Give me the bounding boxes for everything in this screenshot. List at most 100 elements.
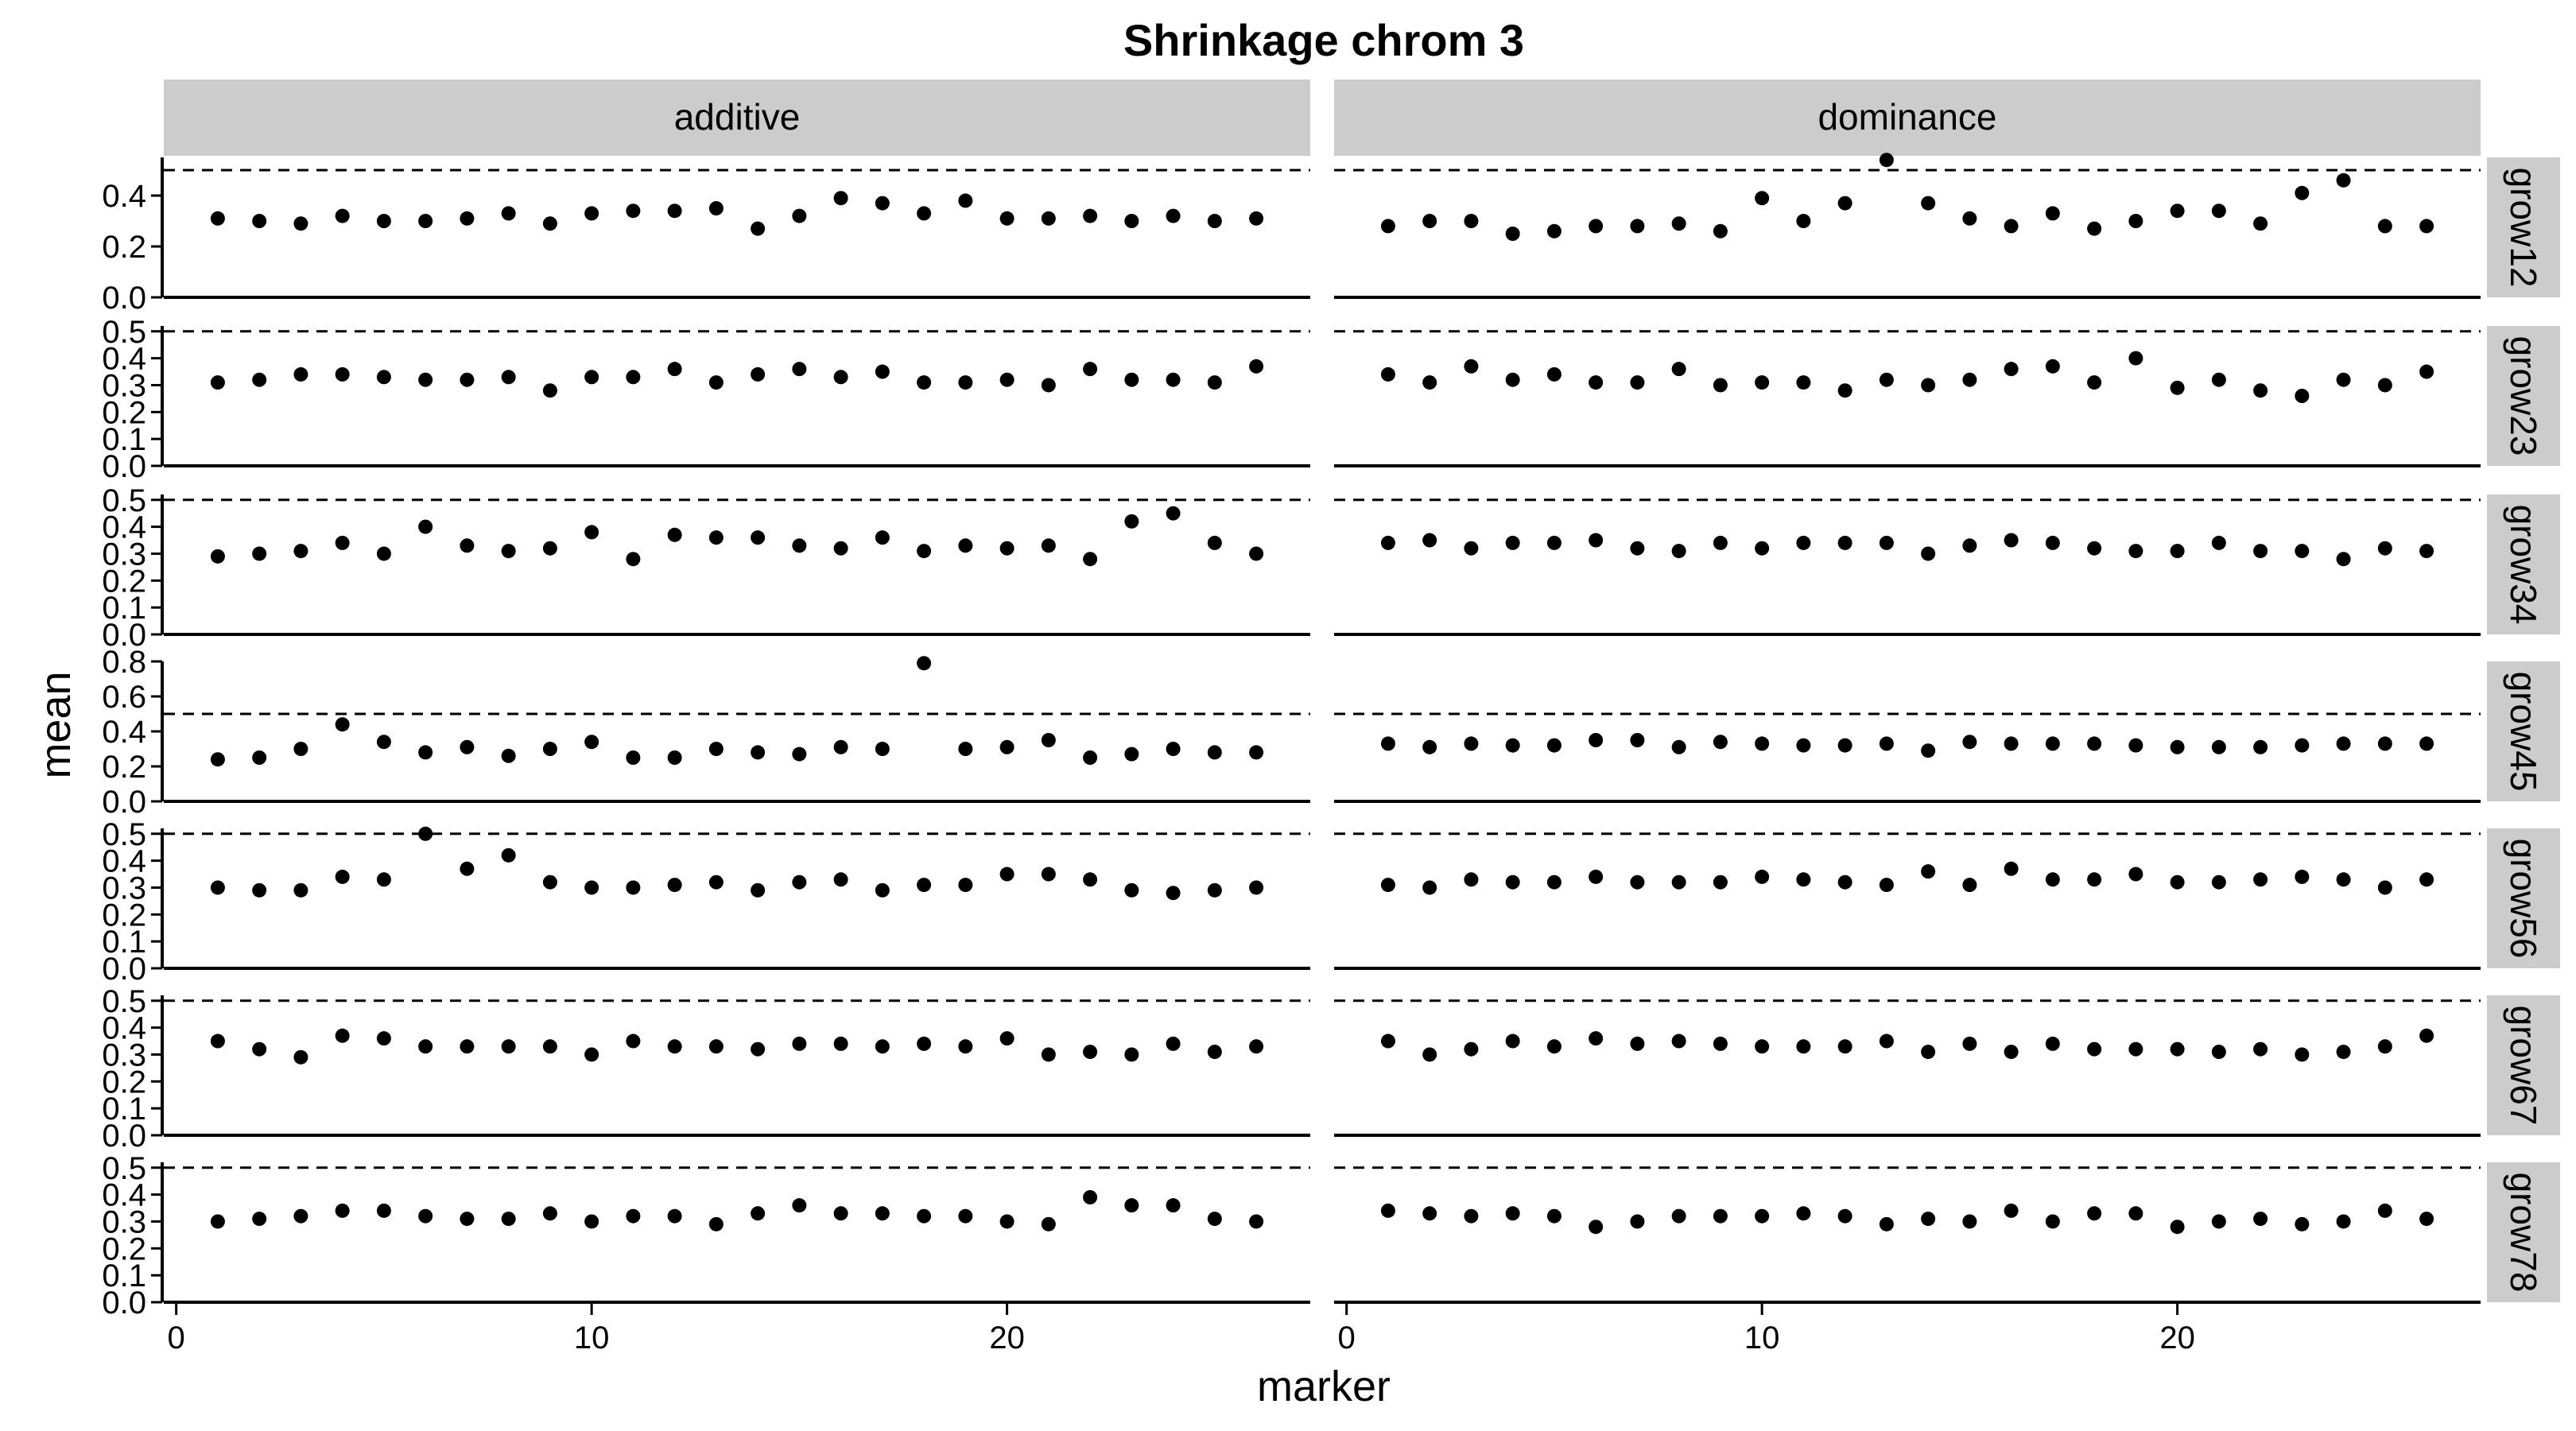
- data-point: [917, 206, 932, 221]
- data-point: [1837, 196, 1852, 211]
- data-point: [875, 1039, 890, 1054]
- data-point: [2045, 736, 2060, 751]
- data-point: [833, 1036, 848, 1051]
- data-point: [1921, 743, 1936, 758]
- data-point: [2211, 204, 2226, 219]
- data-point: [1083, 208, 1098, 223]
- data-point: [335, 869, 350, 884]
- data-point: [2419, 872, 2434, 887]
- data-point: [2377, 1203, 2392, 1218]
- data-point: [1207, 375, 1222, 390]
- data-point: [2377, 378, 2392, 393]
- data-point: [1546, 1039, 1562, 1054]
- data-point: [1166, 886, 1181, 901]
- row-strip-grow23: grow23: [2487, 326, 2560, 466]
- data-point: [999, 541, 1014, 556]
- y-tick-label: 0.1: [102, 422, 146, 457]
- data-point: [626, 370, 641, 385]
- y-tick-label: 0.1: [102, 591, 146, 626]
- data-point: [2045, 206, 2060, 221]
- data-point: [1962, 211, 1977, 226]
- data-point: [1962, 1036, 1977, 1051]
- data-point: [501, 206, 516, 221]
- data-point: [875, 742, 890, 756]
- data-point: [1755, 1039, 1770, 1054]
- data-point: [376, 872, 391, 887]
- data-point: [917, 878, 932, 893]
- data-point: [1380, 366, 1395, 382]
- data-point: [460, 538, 475, 553]
- data-point: [1630, 733, 1645, 747]
- data-point: [501, 370, 516, 385]
- data-point: [2253, 1212, 2268, 1227]
- data-point: [418, 519, 433, 534]
- data-point: [1962, 372, 1977, 387]
- data-point: [1796, 214, 1811, 228]
- data-point: [1249, 1214, 1264, 1229]
- data-point: [2004, 736, 2019, 751]
- data-point: [875, 196, 890, 211]
- y-tick-label: 0.5: [102, 315, 146, 350]
- panel-grow12-additive: 0.0 0.2 0.4: [102, 157, 1310, 316]
- data-point: [210, 549, 225, 564]
- x-axis-dominance: 0 10 20: [1338, 1304, 2195, 1355]
- data-point: [708, 1039, 724, 1054]
- data-point: [293, 544, 308, 559]
- data-point: [2170, 204, 2185, 219]
- data-point: [1380, 1034, 1395, 1049]
- data-point: [1589, 1031, 1604, 1046]
- panel-grow23-dominance: [1334, 330, 2481, 467]
- data-point: [252, 546, 267, 561]
- panel-grow67-dominance: [1334, 999, 2481, 1137]
- data-point: [1713, 378, 1728, 393]
- data-point: [833, 872, 848, 887]
- data-point: [460, 739, 475, 754]
- data-point: [1249, 546, 1264, 561]
- x-tick-label: 0: [168, 1320, 185, 1355]
- data-point: [1505, 874, 1520, 890]
- data-point: [2170, 1220, 2185, 1235]
- row-strip-label: grow78: [2503, 1173, 2544, 1293]
- row-strip-grow45: grow45: [2487, 661, 2560, 801]
- data-point: [1589, 869, 1604, 884]
- data-point: [2419, 1212, 2434, 1227]
- data-point: [2087, 872, 2102, 887]
- data-point: [2377, 541, 2392, 556]
- data-point: [418, 1208, 433, 1224]
- data-point: [1505, 1206, 1520, 1221]
- data-point: [833, 739, 848, 754]
- data-point: [833, 370, 848, 385]
- data-point: [2045, 535, 2060, 550]
- data-point: [958, 878, 973, 893]
- data-point: [210, 880, 225, 895]
- data-point: [833, 1206, 848, 1221]
- data-point: [1166, 1036, 1181, 1051]
- data-point: [1124, 1198, 1139, 1213]
- data-point: [1921, 378, 1936, 393]
- data-point: [999, 372, 1014, 387]
- panel-grow12-dominance: [1334, 153, 2481, 299]
- panel-grow78-dominance: [1334, 1166, 2481, 1304]
- data-point: [2377, 1039, 2392, 1054]
- data-point: [1921, 864, 1936, 879]
- y-tick-label: 0.0: [102, 785, 146, 820]
- data-point: [584, 370, 599, 385]
- data-point: [335, 208, 350, 223]
- data-point: [2087, 221, 2102, 236]
- data-point: [460, 1039, 475, 1054]
- data-point: [1837, 874, 1852, 890]
- data-point: [1879, 372, 1894, 387]
- data-point: [1671, 1208, 1686, 1224]
- column-strip-additive: additive: [164, 80, 1310, 156]
- data-point: [626, 880, 641, 895]
- data-point: [2128, 1206, 2143, 1221]
- panel-grow78-additive: 0.00.10.20.30.40.5: [102, 1151, 1310, 1320]
- row-strip-label: grow56: [2503, 839, 2544, 959]
- data-point: [2170, 544, 2185, 559]
- y-tick-label: 0.2: [102, 395, 146, 430]
- row-strip-grow12: grow12: [2487, 157, 2560, 297]
- data-point: [418, 372, 433, 387]
- data-point: [418, 1039, 433, 1054]
- data-point: [667, 362, 682, 377]
- data-point: [1879, 878, 1894, 893]
